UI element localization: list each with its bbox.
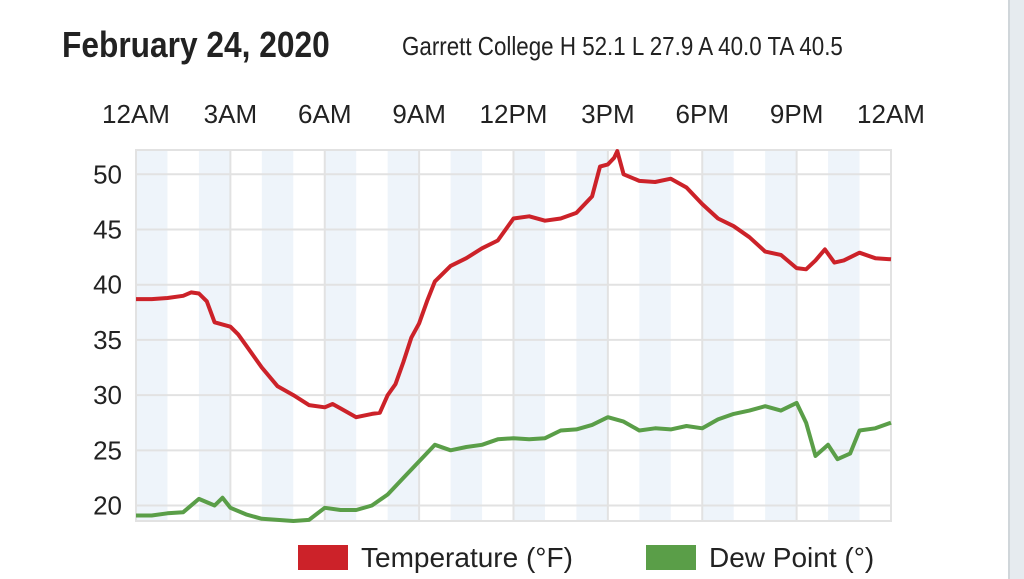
y-tick-label: 45 [93, 215, 122, 245]
y-tick-label: 40 [93, 270, 122, 300]
y-tick-label: 50 [93, 159, 122, 189]
x-tick-label: 3AM [204, 99, 257, 129]
x-tick-label: 12AM [102, 99, 170, 129]
chart-title: February 24, 2020 [62, 24, 330, 65]
hour-band [513, 150, 545, 521]
x-tick-label: 12PM [480, 99, 548, 129]
x-tick-label: 6AM [298, 99, 351, 129]
y-tick-label: 30 [93, 380, 122, 410]
hour-band [576, 150, 608, 521]
legend-swatch-temperature [298, 545, 348, 570]
x-tick-label: 12AM [857, 99, 925, 129]
legend-label: Dew Point (°) [709, 542, 874, 573]
hour-band [324, 150, 357, 521]
scrollbar-edge [1008, 0, 1024, 579]
hour-band [198, 150, 231, 521]
temperature-line [136, 149, 892, 420]
x-tick-label: 3PM [581, 99, 634, 129]
hour-band [702, 150, 734, 521]
y-tick-label: 20 [93, 491, 122, 521]
dew-point-line [136, 400, 892, 523]
hour-band [639, 150, 671, 521]
y-tick-label: 25 [93, 435, 122, 465]
x-tick-label: 9AM [392, 99, 445, 129]
y-tick-label: 35 [93, 325, 122, 355]
hour-band [136, 150, 168, 521]
hour-band [450, 150, 483, 521]
hour-band [828, 150, 860, 521]
chart-subtitle: Garrett College H 52.1 L 27.9 A 40.0 TA … [402, 31, 843, 61]
plot-border [135, 149, 892, 522]
hour-band [261, 150, 294, 521]
legend-swatch-dew-point [646, 545, 696, 570]
x-tick-label: 6PM [676, 99, 729, 129]
hour-band [765, 150, 797, 521]
x-tick-label: 9PM [770, 99, 823, 129]
legend-label: Temperature (°F) [361, 542, 573, 573]
